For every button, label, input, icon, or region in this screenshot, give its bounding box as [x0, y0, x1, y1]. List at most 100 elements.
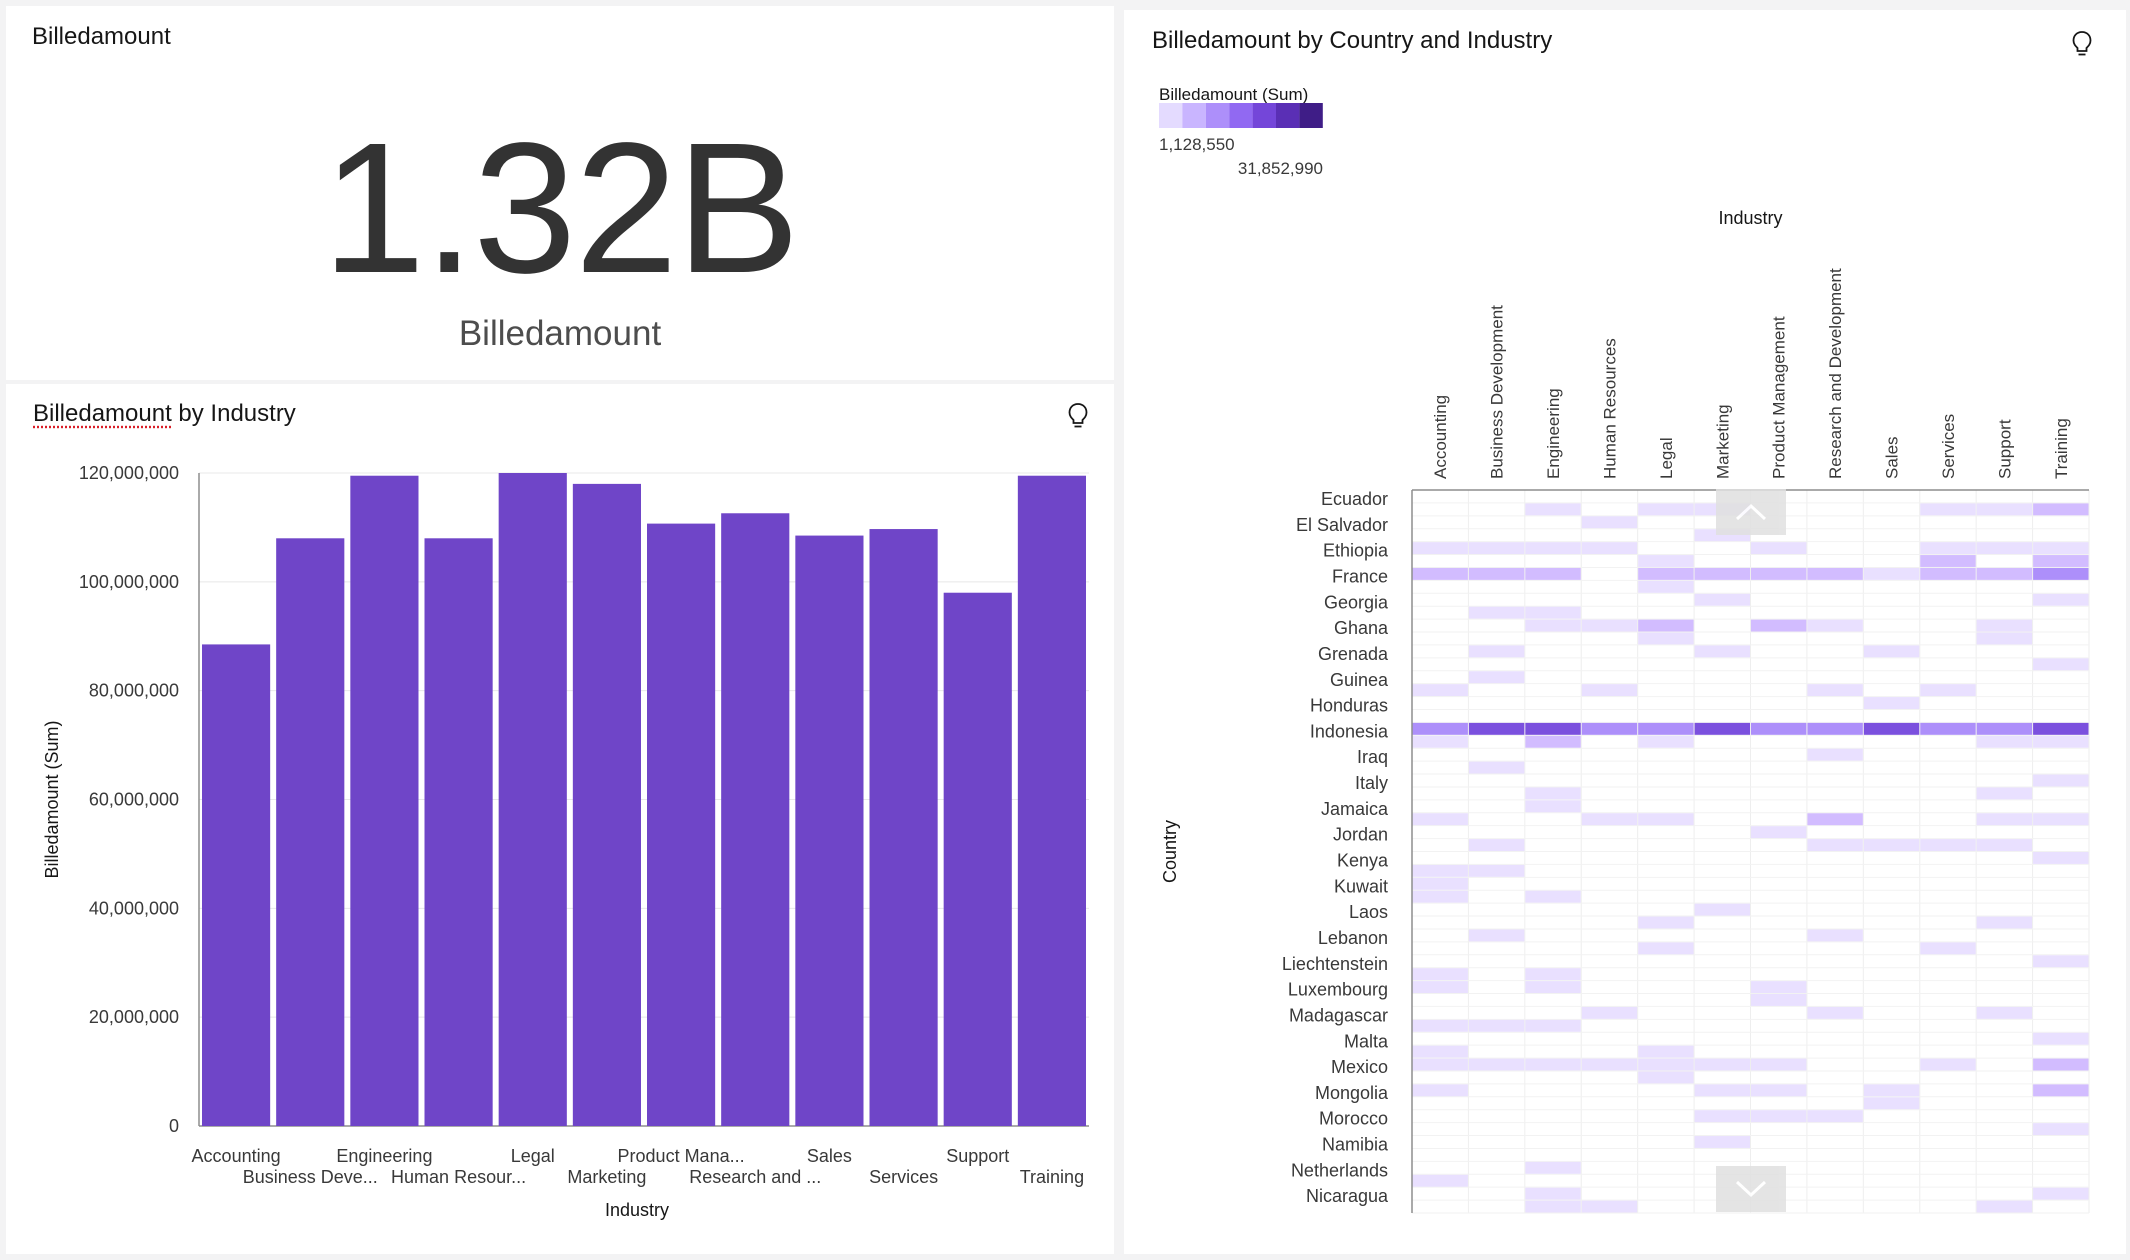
heatmap-cell: [1751, 619, 1807, 632]
bar-engineering: [350, 475, 419, 1126]
row-label: Liechtenstein: [1282, 954, 1388, 974]
heatmap-cell: [1581, 619, 1638, 632]
y-tick-label: 40,000,000: [89, 898, 179, 918]
x-tick-label: Human Resour...: [391, 1167, 526, 1187]
x-tick-label: Services: [869, 1167, 938, 1187]
heatmap-cell: [1525, 606, 1581, 619]
heatmap-cell: [1468, 1019, 1525, 1032]
heatmap-cell: [1638, 942, 1694, 955]
y-tick-label: 0: [169, 1116, 179, 1136]
lightbulb-icon[interactable]: [1067, 402, 1089, 430]
heatmap-cell: [1412, 735, 1468, 748]
y-tick-label: 80,000,000: [89, 681, 179, 701]
heatmap-panel[interactable]: Billedamount by Country and Industry Bil…: [1124, 10, 2126, 1254]
row-label: Grenada: [1318, 644, 1389, 664]
bar-legal: [498, 473, 567, 1126]
y-tick-label: 120,000,000: [79, 463, 179, 483]
row-label: Georgia: [1324, 592, 1389, 612]
heatmap-cell: [1976, 787, 2033, 800]
heatmap-cell: [1525, 1161, 1581, 1174]
heatmap-cell: [1468, 929, 1525, 942]
legend-swatch: [1205, 103, 1230, 128]
heatmap-cell: [1638, 1045, 1694, 1058]
heatmap-cell: [1468, 722, 1525, 735]
heatmap-cell: [1525, 503, 1581, 516]
y-tick-label: 20,000,000: [89, 1007, 179, 1027]
heatmap-cell: [1920, 503, 1976, 516]
row-label: Mexico: [1331, 1057, 1388, 1077]
x-tick-label: Business Deve...: [243, 1167, 378, 1187]
heatmap-cell: [1638, 1058, 1694, 1071]
row-label: Luxembourg: [1288, 980, 1388, 1000]
heatmap-cell: [1807, 929, 1863, 942]
heatmap-cell: [1976, 839, 2033, 851]
heatmap-cell: [1807, 722, 1863, 735]
row-label: Malta: [1344, 1031, 1389, 1051]
column-label: Marketing: [1713, 404, 1732, 479]
heatmap-cell: [1694, 1058, 1750, 1071]
scroll-up-button[interactable]: [1716, 489, 1786, 535]
x-tick-label: Research and ...: [689, 1167, 821, 1187]
heatmap-cell: [1581, 1058, 1638, 1071]
heatmap-cell: [2033, 774, 2089, 787]
y-tick-label: 100,000,000: [79, 572, 179, 592]
heatmap-cell: [1920, 722, 1976, 735]
column-label: Accounting: [1431, 395, 1450, 479]
heatmap-cell: [1638, 567, 1694, 580]
heatmap-cell: [1807, 813, 1863, 826]
heatmap-cell: [1863, 567, 1920, 580]
lightbulb-icon[interactable]: [2071, 30, 2093, 58]
bar-sales: [795, 535, 864, 1126]
x-tick-label: Training: [1020, 1167, 1084, 1187]
heatmap-cell: [1525, 890, 1581, 903]
heatmap-cell: [1581, 1200, 1638, 1213]
legend-min: 1,128,550: [1159, 135, 1235, 154]
y-tick-label: 60,000,000: [89, 790, 179, 810]
heatmap-cell: [2033, 658, 2089, 671]
heatmap-cell: [1412, 968, 1468, 981]
heatmap-cell: [1412, 684, 1468, 697]
heatmap-cell: [1638, 722, 1694, 735]
column-label: Business Development: [1488, 305, 1507, 479]
heatmap-cell: [1525, 981, 1581, 994]
heatmap-cell: [1751, 567, 1807, 580]
heatmap-cell: [2033, 813, 2089, 826]
heatmap-cell: [1412, 722, 1468, 735]
kpi-panel[interactable]: Billedamount 1.32B Billedamount: [6, 6, 1114, 380]
heatmap-cell: [1694, 567, 1750, 580]
chevron-up-icon: [1735, 503, 1767, 521]
heatmap-cell: [1863, 1084, 1920, 1097]
x-tick-label: Legal: [511, 1146, 555, 1166]
heatmap-cell: [2033, 735, 2089, 748]
heatmap-cell: [1525, 968, 1581, 981]
bar-chart-panel[interactable]: Billedamount by Industry 0 20,000,000 40,0…: [6, 384, 1114, 1254]
heatmap-cell: [1412, 1058, 1468, 1071]
heatmap-cell: [2033, 567, 2089, 580]
heatmap-cell: [1525, 787, 1581, 800]
heatmap-cell: [2033, 1084, 2089, 1097]
row-label: Ecuador: [1321, 489, 1388, 509]
scroll-down-button[interactable]: [1716, 1166, 1786, 1212]
heatmap-cell: [1920, 1058, 1976, 1071]
heatmap-cell: [1694, 593, 1750, 606]
heatmap-cell: [1525, 735, 1581, 748]
row-label: Guinea: [1330, 670, 1389, 690]
heatmap-cell: [1751, 826, 1807, 839]
heatmap-cell: [1976, 735, 2033, 748]
column-label: Product Management: [1770, 316, 1789, 479]
row-label: Ethiopia: [1323, 541, 1389, 561]
heatmap-title: Billedamount by Country and Industry: [1152, 27, 1553, 54]
heatmap-cell: [1525, 1200, 1581, 1213]
heatmap-cell: [2033, 503, 2089, 516]
heatmap-cell: [1751, 1110, 1807, 1123]
bar-services: [869, 529, 938, 1126]
heatmap-cell: [1920, 567, 1976, 580]
heatmap-cell: [1638, 1071, 1694, 1084]
heatmap-cell: [1468, 606, 1525, 619]
x-tick-label: Engineering: [336, 1146, 432, 1166]
column-label: Services: [1939, 414, 1958, 479]
heatmap-cell: [1638, 580, 1694, 593]
heatmap-cell: [1525, 1187, 1581, 1200]
heatmap-cell: [1525, 722, 1581, 735]
